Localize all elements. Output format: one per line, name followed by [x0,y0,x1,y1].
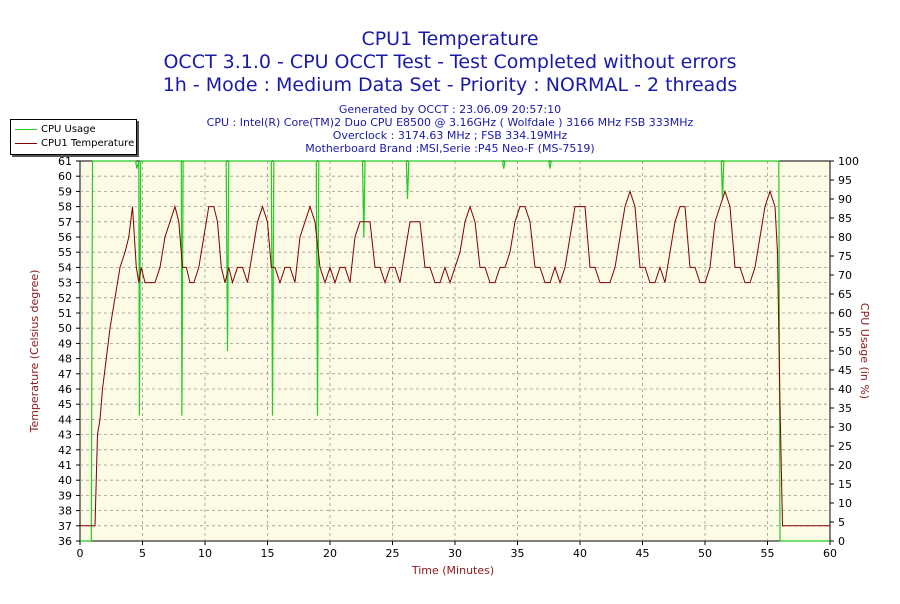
y-tick-label: 49 [58,337,72,350]
y2-tick-label: 70 [838,269,852,282]
x-tick-label: 50 [698,547,712,560]
usage-series-layer [80,160,830,542]
x-tick-label: 40 [573,547,587,560]
legend-swatch-cpu-usage [15,128,37,130]
x-tick-label: 35 [511,547,525,560]
info-motherboard: Motherboard Brand :MSI,Serie :P45 Neo-F … [305,142,594,155]
y-tick-label: 60 [58,170,72,183]
y2-tick-label: 55 [838,326,852,339]
x-tick-label: 60 [823,547,837,560]
y-tick-label: 51 [58,307,72,320]
chart-subtitle-mode: 1h - Mode : Medium Data Set - Priority :… [163,74,738,96]
y-tick-label: 56 [58,231,72,244]
y2-tick-label: 80 [838,231,852,244]
info-overclock: Overclock : 3174.63 MHz ; FSB 334.19MHz [333,129,568,142]
y-tick-label: 53 [58,277,72,290]
y-tick-label: 61 [58,155,72,168]
x-tick-label: 45 [636,547,650,560]
x-tick-label: 20 [323,547,337,560]
axes: 0 5 10 15 20 25 30 35 40 45 50 55 603637383940414243… [58,155,859,560]
y-tick-label: 45 [58,398,72,411]
y-tick-label: 55 [58,246,72,259]
legend: CPU Usage CPU1 Temperature [10,119,137,155]
y-tick-label: 44 [58,413,72,426]
x-tick-label: 15 [261,547,275,560]
y2-tick-label: 85 [838,212,852,225]
cpu-usage-line [80,160,830,542]
y-tick-label: 42 [58,444,72,457]
y-tick-label: 47 [58,368,72,381]
x-tick-label: 0 [77,547,84,560]
y-axis-label: Temperature (Celsius degree) [28,270,41,434]
y-tick-label: 50 [58,322,72,335]
y2-tick-label: 0 [838,535,845,548]
y-tick-label: 52 [58,292,72,305]
y2-tick-label: 65 [838,288,852,301]
y2-axis-label: CPU Usage (in %) [858,303,871,399]
cpu1-temperature-line [80,189,830,527]
y-tick-label: 41 [58,459,72,472]
legend-swatch-cpu1-temperature [15,142,37,144]
y2-tick-label: 100 [838,155,859,168]
temperature-series-layer [80,189,830,527]
y-tick-label: 54 [58,261,72,274]
y2-tick-label: 90 [838,193,852,206]
x-tick-label: 10 [198,547,212,560]
legend-label-cpu1-temperature: CPU1 Temperature [41,138,135,149]
y2-tick-label: 30 [838,421,852,434]
y-tick-label: 40 [58,474,72,487]
y2-tick-label: 50 [838,345,852,358]
y2-tick-label: 45 [838,364,852,377]
y2-tick-label: 15 [838,478,852,491]
y-tick-label: 43 [58,429,72,442]
chart-title: CPU1 Temperature [361,28,538,50]
y2-tick-label: 25 [838,440,852,453]
y2-tick-label: 75 [838,250,852,263]
y-tick-label: 58 [58,201,72,214]
plot-area [79,160,831,542]
y2-tick-label: 35 [838,402,852,415]
y2-tick-label: 10 [838,497,852,510]
x-axis-label: Time (Minutes) [411,564,494,577]
y2-tick-label: 60 [838,307,852,320]
info-generated: Generated by OCCT : 23.06.09 20:57:10 [339,103,561,116]
y-tick-label: 37 [58,520,72,533]
y-tick-label: 48 [58,353,72,366]
x-tick-label: 30 [448,547,462,560]
info-cpu: CPU : Intel(R) Core(TM)2 Duo CPU E8500 @… [207,116,694,129]
y-tick-label: 38 [58,505,72,518]
y2-tick-label: 40 [838,383,852,396]
y-tick-label: 46 [58,383,72,396]
x-tick-label: 25 [386,547,400,560]
y-tick-label: 59 [58,185,72,198]
legend-item-cpu1-temperature: CPU1 Temperature [15,137,134,150]
x-tick-label: 55 [761,547,775,560]
legend-label-cpu-usage: CPU Usage [41,124,96,135]
y2-tick-label: 20 [838,459,852,472]
x-tick-label: 5 [139,547,146,560]
y2-tick-label: 95 [838,174,852,187]
chart-subtitle-test: OCCT 3.1.0 - CPU OCCT Test - Test Comple… [163,51,736,73]
legend-item-cpu-usage: CPU Usage [15,123,96,136]
y-tick-label: 36 [58,535,72,548]
y2-tick-label: 5 [838,516,845,529]
y-tick-label: 39 [58,489,72,502]
y-tick-label: 57 [58,216,72,229]
grid-lines [80,161,830,541]
